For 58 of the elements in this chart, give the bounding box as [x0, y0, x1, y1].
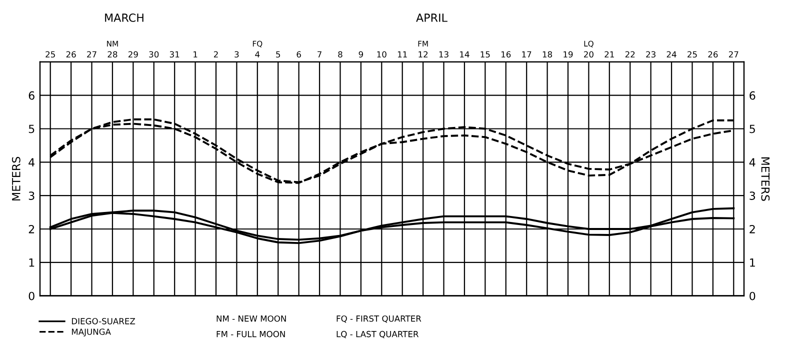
- y-tick-label: 3: [28, 192, 34, 200]
- x-tick-label: 20: [584, 51, 594, 58]
- x-tick-label: 27: [87, 51, 96, 58]
- x-tick-label: 24: [666, 51, 676, 58]
- x-tick-label: 17: [522, 51, 532, 58]
- y2-tick-label: 1: [750, 258, 755, 267]
- x-tick-label: 31: [170, 51, 180, 58]
- x-tick-label: 7: [318, 51, 322, 58]
- x-tick-label: 26: [66, 51, 76, 58]
- y2-tick-label: 4: [749, 158, 756, 166]
- x-tick-label: 23: [646, 51, 656, 58]
- x-tick-label: 19: [564, 51, 573, 58]
- x-tick-label: 16: [501, 51, 511, 58]
- y2-tick-label: 2: [750, 224, 755, 234]
- x-tick-label: 8: [338, 51, 342, 58]
- x-tick-label: 25: [46, 51, 55, 58]
- y2-axis-title: METERS: [761, 157, 770, 201]
- x-tick-label: 18: [542, 51, 552, 58]
- text: FM - FULL MOON: [216, 330, 285, 338]
- text: MARCH: [105, 14, 144, 22]
- x-tick-label: 15: [480, 51, 490, 58]
- y-tick-label: 5: [28, 124, 34, 134]
- y2-tick-label: 5: [750, 124, 755, 134]
- x-tick-label: 1: [194, 51, 198, 58]
- legend-label: DIEGO-SUAREZ: [72, 318, 136, 324]
- text: LQ - LAST QUARTER: [336, 330, 419, 338]
- x-tick-label: 6: [296, 51, 301, 58]
- x-tick-label: 3: [234, 51, 239, 58]
- text: APRIL: [416, 14, 448, 22]
- x-tick-label: 14: [460, 51, 470, 58]
- x-tick-label: 4: [255, 51, 260, 58]
- x-tick-label: 25: [688, 51, 697, 58]
- x-tick-label: 28: [108, 51, 118, 58]
- text: NM - NEW MOON: [216, 315, 286, 322]
- y2-tick-label: 6: [750, 91, 756, 100]
- x-tick-label: 5: [276, 51, 280, 58]
- y-axis-title: METERS: [12, 156, 20, 200]
- x-tick-label: 27: [728, 51, 738, 58]
- y2-tick-label: 0: [750, 292, 756, 300]
- x-tick-label: 13: [439, 51, 448, 58]
- x-tick-label: 2: [214, 51, 218, 58]
- x-tick-label: 29: [128, 51, 138, 58]
- legend-label: MAJUNGA: [72, 328, 111, 336]
- x-tick-label: 10: [377, 51, 386, 58]
- y-tick-label: 6: [28, 91, 34, 100]
- x-tick-label: 21: [604, 51, 614, 58]
- y-tick-label: 1: [29, 258, 34, 267]
- y-tick-label: 4: [28, 158, 35, 166]
- text: FQ - FIRST QUARTER: [336, 315, 422, 323]
- x-tick-label: 11: [398, 51, 407, 58]
- y-tick-label: 0: [28, 292, 34, 300]
- x-tick-label: 22: [625, 51, 635, 58]
- x-tick-label: 30: [149, 51, 159, 58]
- x-tick-label: 9: [358, 51, 364, 58]
- y-tick-label: 2: [28, 224, 34, 234]
- y2-tick-label: 3: [750, 192, 756, 200]
- x-tick-label: 26: [708, 51, 718, 58]
- x-tick-label: 12: [418, 51, 428, 58]
